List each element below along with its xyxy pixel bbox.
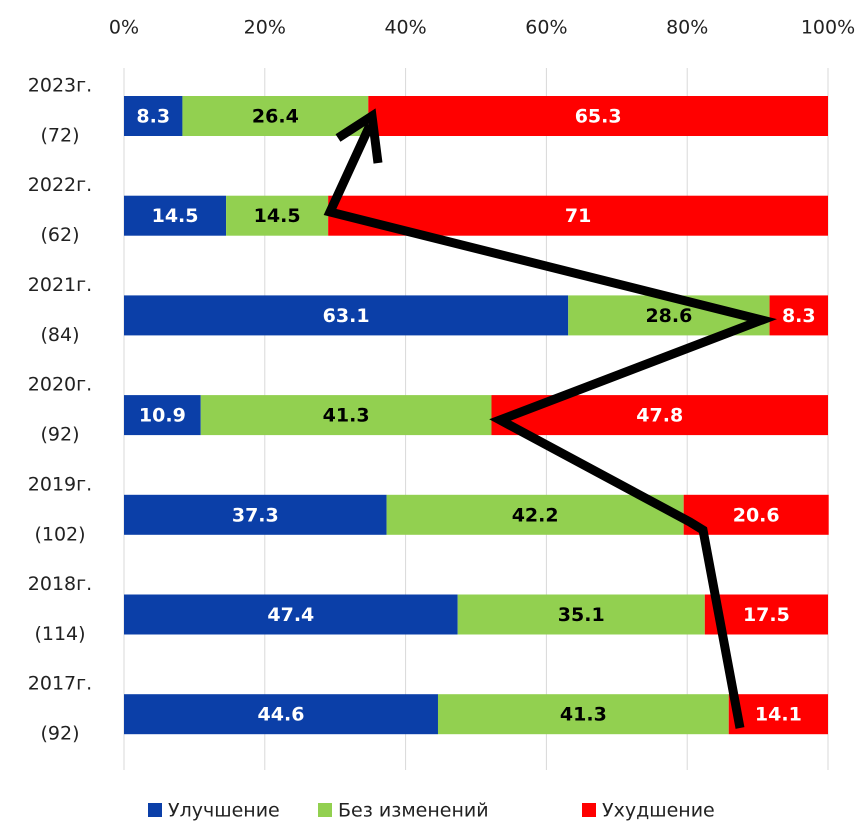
x-tick-label: 0% [109, 17, 139, 39]
bar-segment [124, 195, 227, 236]
category-label: 2018г. [28, 573, 92, 595]
category-label: 2021г. [28, 274, 92, 296]
value-label: 14.5 [254, 205, 301, 227]
annotation-arrow [323, 108, 777, 729]
bar-segment [728, 694, 828, 735]
bar-segment [124, 96, 183, 136]
category-label: 2017г. [28, 673, 92, 695]
category-label: (84) [40, 324, 79, 346]
value-label: 71 [565, 205, 591, 227]
bar-segment [124, 494, 387, 535]
value-label: 8.3 [136, 106, 170, 128]
legend-label: Улучшение [168, 800, 280, 822]
value-label: 20.6 [733, 504, 780, 526]
category-label: 2022г. [28, 174, 92, 196]
legend-swatch [148, 803, 162, 817]
bar-segment [368, 96, 828, 136]
x-tick-label: 40% [384, 17, 426, 39]
value-label: 44.6 [258, 704, 305, 726]
value-label: 8.3 [782, 305, 816, 327]
bar-segment [769, 295, 828, 336]
x-tick-label: 80% [666, 17, 708, 39]
category-label: (114) [34, 623, 85, 645]
value-label: 65.3 [575, 106, 622, 128]
value-label: 42.2 [512, 504, 559, 526]
category-label: (102) [34, 523, 85, 545]
bar-segment [182, 96, 369, 136]
legend-label: Ухудшение [602, 800, 715, 822]
bar-segment [386, 494, 684, 535]
category-label: 2023г. [28, 75, 92, 97]
legend-swatch [318, 803, 332, 817]
category-label: 2020г. [28, 374, 92, 396]
arrow-line [323, 123, 777, 729]
legend-swatch [582, 803, 596, 817]
value-label: 14.5 [152, 205, 199, 227]
value-label: 37.3 [232, 504, 279, 526]
value-label: 28.6 [645, 305, 692, 327]
bar-segment [124, 395, 201, 436]
value-label: 17.5 [743, 604, 790, 626]
bar-segment [457, 594, 705, 635]
value-label: 14.1 [755, 704, 802, 726]
legend-label: Без изменений [338, 800, 489, 822]
value-label: 41.3 [323, 405, 370, 427]
value-label: 26.4 [252, 106, 299, 128]
x-tick-label: 60% [525, 17, 567, 39]
value-label: 35.1 [558, 604, 605, 626]
bar-segment [200, 395, 492, 436]
bar-segment [124, 694, 438, 735]
value-label: 63.1 [323, 305, 370, 327]
arrow-head [335, 108, 383, 164]
x-tick-label: 100% [801, 17, 855, 39]
category-label: (92) [40, 424, 79, 446]
x-tick-label: 20% [244, 17, 286, 39]
bar-segment [226, 195, 329, 236]
category-label: 2019г. [28, 473, 92, 495]
category-label: (92) [40, 723, 79, 745]
value-label: 10.9 [139, 405, 186, 427]
bar-segment [124, 594, 458, 635]
bar-segment [437, 694, 729, 735]
category-label: (72) [40, 125, 79, 147]
value-label: 41.3 [560, 704, 607, 726]
bar-segment [683, 494, 829, 535]
category-label: (62) [40, 224, 79, 246]
bar-segment [124, 295, 569, 336]
value-label: 47.4 [267, 604, 314, 626]
value-label: 47.8 [636, 405, 683, 427]
